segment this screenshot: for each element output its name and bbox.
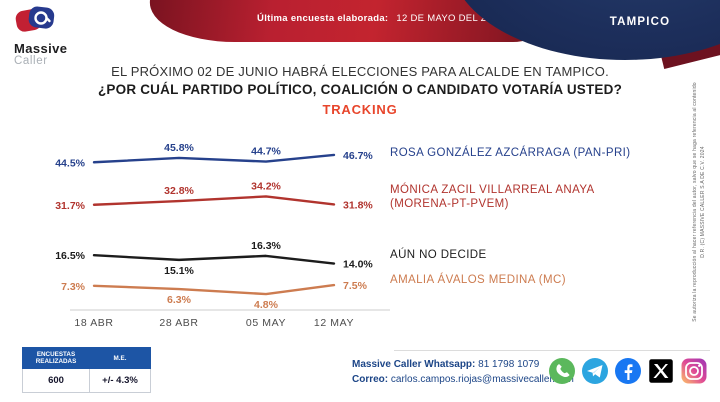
legend-undecided: AÚN NO DECIDE (390, 249, 487, 261)
social-icons (548, 357, 708, 385)
tracking-chart: 18 ABR 28 ABR 05 MAY 12 MAY 44.5% 45.8% 44.7% 4… (28, 133, 398, 333)
value-label: 44.7% (251, 146, 281, 158)
tracking-chart-svg: 18 ABR 28 ABR 05 MAY 12 MAY 44.5% 45.8% 44.7% 4… (55, 142, 390, 329)
value-label: 4.8% (254, 299, 279, 311)
chart-line-2 (92, 254, 336, 265)
logo-text-massive: Massive (14, 41, 68, 56)
contact-block: Massive Caller Whatsapp: 81 1798 1079 Co… (352, 357, 574, 387)
value-label: 6.3% (167, 294, 192, 306)
value-label: 44.5% (55, 157, 85, 169)
logo-text-caller: Caller (14, 55, 48, 67)
x-tick-label: 18 ABR (74, 317, 113, 329)
instagram-icon[interactable] (680, 357, 708, 385)
email-address: carlos.campos.riojas@massivecaller.com (390, 374, 574, 385)
x-tick-label: 05 MAY (246, 317, 286, 329)
last-survey-label: Última encuesta elaborada: (257, 13, 389, 24)
surveys-header: ENCUESTAS REALIZADAS (22, 347, 90, 369)
city-name: TAMPICO (609, 16, 671, 28)
chart-line-0 (92, 153, 336, 164)
x-twitter-icon[interactable] (647, 357, 675, 385)
copyright-notice: Se autoriza la reproducción al hacer ref… (692, 82, 698, 322)
email-line: Correo: carlos.campos.riojas@massivecall… (352, 372, 574, 387)
last-survey-value: 12 DE MAYO DEL 2024 (396, 13, 503, 24)
last-survey-date: Última encuesta elaborada: 12 DE MAYO DEL… (210, 13, 550, 24)
legend-candidate-mc: AMALIA ÁVALOS MEDINA (MC) (390, 274, 566, 286)
value-label: 32.8% (164, 185, 194, 197)
margin-error-value: +/- 4.3% (89, 368, 151, 393)
legend-candidate-pan-pri: ROSA GONZÁLEZ AZCÁRRAGA (PAN-PRI) (390, 147, 631, 159)
tracking-label: TRACKING (322, 102, 398, 117)
value-label: 7.5% (343, 280, 368, 292)
telegram-icon[interactable] (581, 357, 609, 385)
x-tick-label: 12 MAY (314, 317, 354, 329)
question-line-1: EL PRÓXIMO 02 DE JUNIO HABRÁ ELECCIONES … (111, 64, 609, 79)
value-label: 16.3% (251, 240, 281, 252)
value-label: 46.7% (343, 150, 373, 162)
facebook-icon[interactable] (614, 357, 642, 385)
whatsapp-label: Massive Caller Whatsapp: (352, 359, 476, 370)
chart-line-3 (92, 283, 336, 296)
value-label: 34.2% (251, 180, 281, 192)
copyright-owner: D.R. (C) MASSIVE CALLER S.A DE C.V. 2024 (700, 146, 706, 258)
value-label: 15.1% (164, 265, 194, 277)
chart-line-1 (92, 195, 336, 206)
value-label: 45.8% (164, 142, 194, 154)
question-block: EL PRÓXIMO 02 DE JUNIO HABRÁ ELECCIONES … (30, 64, 690, 117)
value-label: 31.7% (55, 200, 85, 212)
surveys-value: 600 (22, 368, 90, 393)
value-label: 31.8% (343, 199, 373, 211)
value-label: 14.0% (343, 259, 373, 271)
question-line-2: ¿POR CUÁL PARTIDO POLÍTICO, COALICIÓN O … (97, 82, 623, 97)
value-label: 7.3% (61, 281, 86, 293)
sample-stats-table: ENCUESTAS REALIZADAS M.E. 600 +/- 4.3% (22, 347, 151, 393)
massive-caller-logo: Massive Caller (14, 4, 124, 67)
whatsapp-number: 81 1798 1079 (478, 359, 540, 370)
speech-bubbles-icon (15, 6, 55, 32)
value-label: 16.5% (55, 250, 85, 262)
whatsapp-line: Massive Caller Whatsapp: 81 1798 1079 (352, 357, 574, 372)
email-label: Correo: (352, 374, 389, 385)
margin-error-header: M.E. (89, 347, 151, 369)
whatsapp-icon[interactable] (548, 357, 576, 385)
footer-divider (394, 350, 710, 351)
copyright-vertical-text: Se autoriza la reproducción al hacer ref… (691, 57, 715, 347)
legend-candidate-morena: MÓNICA ZACIL VILLARREAL ANAYA (MORENA-PT… (390, 184, 594, 210)
x-tick-label: 28 ABR (159, 317, 198, 329)
